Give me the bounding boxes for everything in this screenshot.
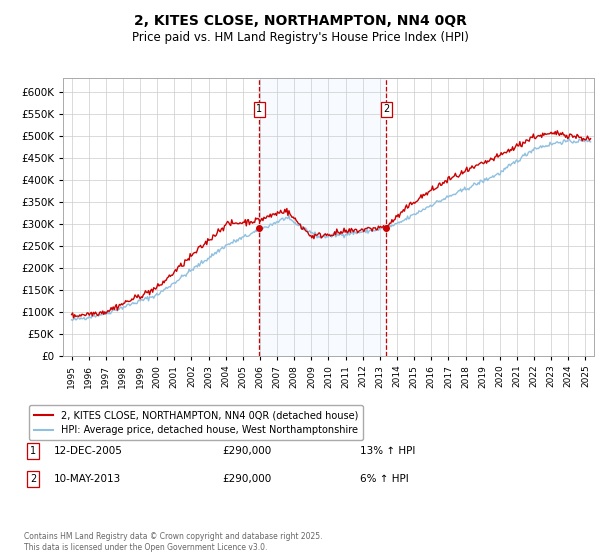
Text: 1: 1	[30, 446, 36, 456]
Text: Contains HM Land Registry data © Crown copyright and database right 2025.
This d: Contains HM Land Registry data © Crown c…	[24, 532, 323, 552]
Text: 1: 1	[256, 104, 262, 114]
Text: 6% ↑ HPI: 6% ↑ HPI	[360, 474, 409, 484]
Text: 2: 2	[383, 104, 389, 114]
Text: 2, KITES CLOSE, NORTHAMPTON, NN4 0QR: 2, KITES CLOSE, NORTHAMPTON, NN4 0QR	[134, 14, 466, 28]
Legend: 2, KITES CLOSE, NORTHAMPTON, NN4 0QR (detached house), HPI: Average price, detac: 2, KITES CLOSE, NORTHAMPTON, NN4 0QR (de…	[29, 405, 363, 440]
Text: 13% ↑ HPI: 13% ↑ HPI	[360, 446, 415, 456]
Text: 12-DEC-2005: 12-DEC-2005	[54, 446, 123, 456]
Text: 2: 2	[30, 474, 36, 484]
Text: £290,000: £290,000	[222, 446, 271, 456]
Text: £290,000: £290,000	[222, 474, 271, 484]
Text: 10-MAY-2013: 10-MAY-2013	[54, 474, 121, 484]
Bar	[259, 78, 386, 356]
Text: Price paid vs. HM Land Registry's House Price Index (HPI): Price paid vs. HM Land Registry's House …	[131, 31, 469, 44]
